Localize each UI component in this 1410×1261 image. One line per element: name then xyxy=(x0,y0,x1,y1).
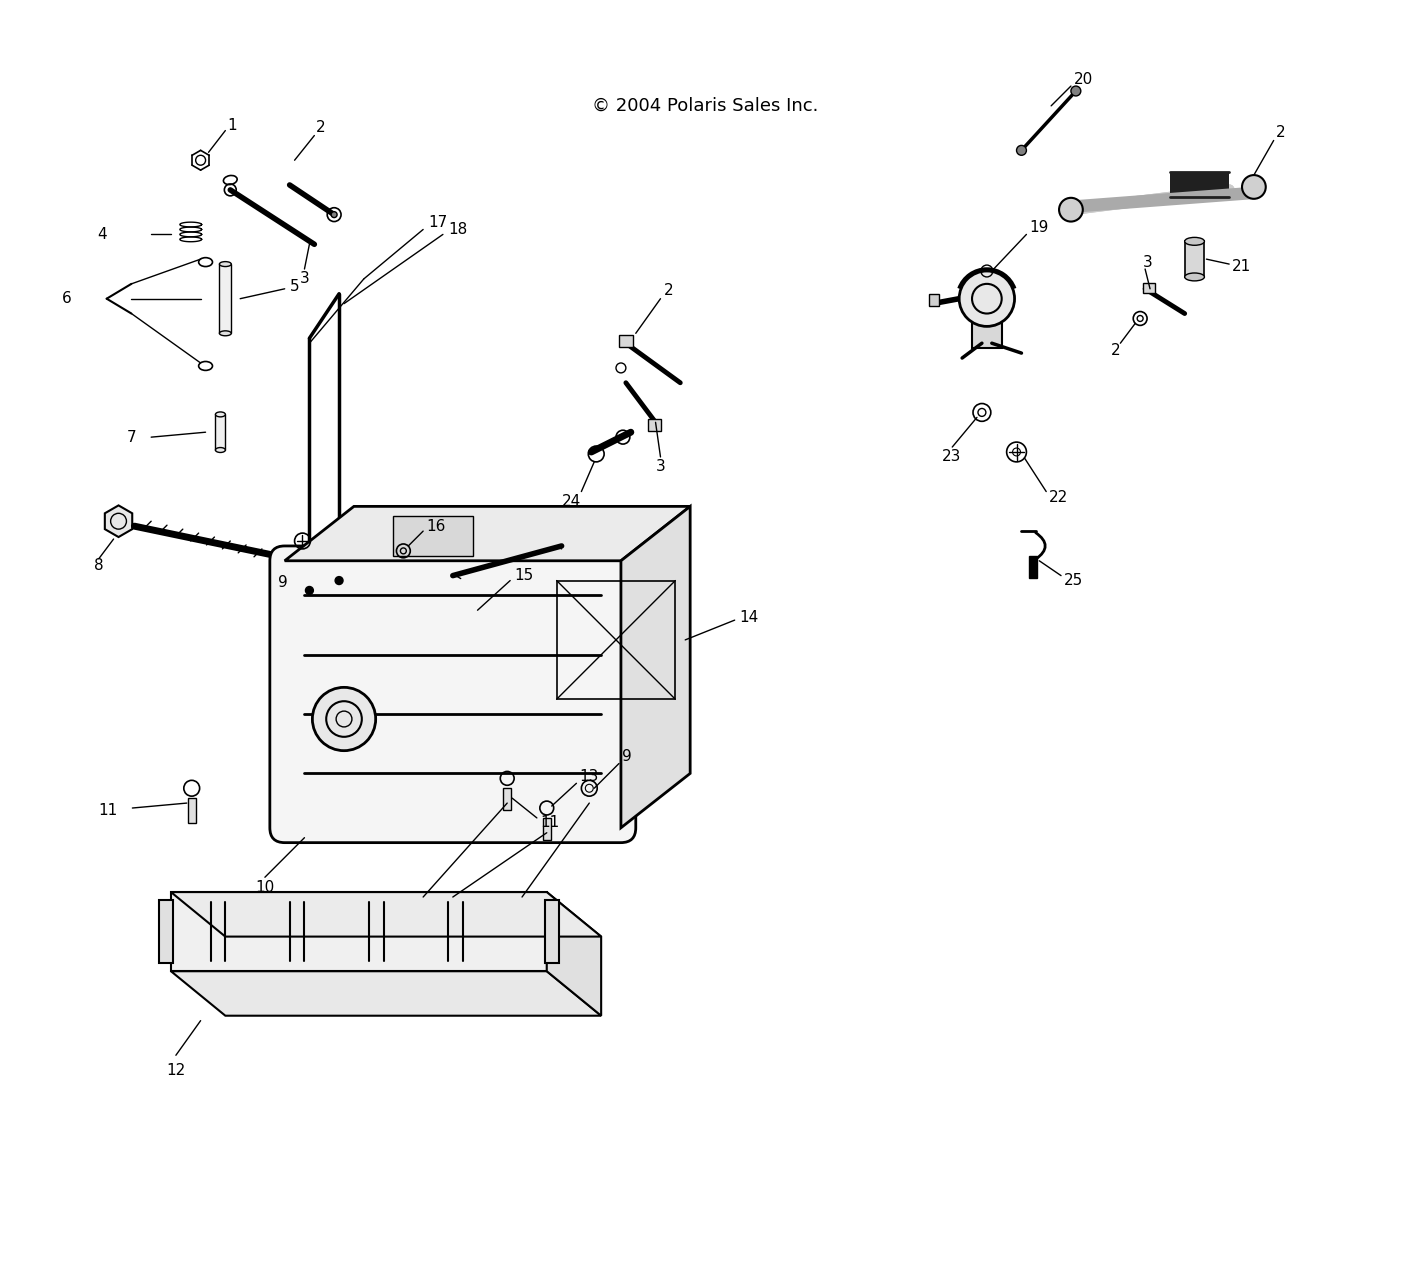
Ellipse shape xyxy=(216,412,226,417)
Text: 21: 21 xyxy=(1232,259,1252,274)
Text: 2: 2 xyxy=(316,120,326,135)
Text: 15: 15 xyxy=(515,569,533,583)
Text: 2: 2 xyxy=(664,284,673,299)
Polygon shape xyxy=(547,892,601,1015)
Bar xyxy=(1170,171,1230,197)
Text: 16: 16 xyxy=(426,518,446,533)
Bar xyxy=(159,900,173,963)
Ellipse shape xyxy=(220,261,231,266)
Text: 1: 1 xyxy=(227,119,237,134)
Circle shape xyxy=(1059,198,1083,222)
Text: 20: 20 xyxy=(1074,72,1093,87)
Polygon shape xyxy=(171,892,601,937)
Text: 2: 2 xyxy=(1111,343,1120,358)
Ellipse shape xyxy=(1184,237,1204,246)
Polygon shape xyxy=(104,506,133,537)
Text: 3: 3 xyxy=(299,271,309,286)
Text: 5: 5 xyxy=(289,280,299,294)
Circle shape xyxy=(336,576,343,585)
Text: 13: 13 xyxy=(580,769,599,784)
Text: 7: 7 xyxy=(127,430,137,445)
Bar xyxy=(1029,556,1038,578)
Text: 24: 24 xyxy=(561,494,581,509)
Text: 9: 9 xyxy=(622,749,632,764)
Bar xyxy=(216,415,226,450)
Circle shape xyxy=(306,586,313,594)
Bar xyxy=(188,798,196,823)
Circle shape xyxy=(959,271,1015,327)
Text: 3: 3 xyxy=(656,459,666,474)
Text: 23: 23 xyxy=(942,449,962,464)
Circle shape xyxy=(1017,145,1026,155)
Text: 25: 25 xyxy=(1065,572,1083,588)
Text: 9: 9 xyxy=(278,575,288,590)
Text: 11: 11 xyxy=(99,803,117,818)
FancyBboxPatch shape xyxy=(269,546,636,842)
Ellipse shape xyxy=(216,448,226,453)
Bar xyxy=(503,788,512,810)
Bar xyxy=(393,516,472,556)
Text: 22: 22 xyxy=(1049,491,1069,504)
Text: © 2004 Polaris Sales Inc.: © 2004 Polaris Sales Inc. xyxy=(592,97,818,115)
Bar xyxy=(619,335,633,347)
Circle shape xyxy=(331,212,337,218)
Circle shape xyxy=(1072,86,1081,96)
Bar xyxy=(171,892,547,971)
Bar xyxy=(543,818,551,840)
Text: 3: 3 xyxy=(1144,255,1153,270)
Bar xyxy=(1144,282,1155,293)
Ellipse shape xyxy=(220,330,231,335)
Bar xyxy=(971,319,1001,348)
Bar xyxy=(220,264,231,333)
Text: 4: 4 xyxy=(97,227,107,242)
Ellipse shape xyxy=(1184,272,1204,281)
Text: 11: 11 xyxy=(540,816,560,830)
Text: 12: 12 xyxy=(166,1063,185,1078)
Circle shape xyxy=(1242,175,1266,199)
Bar xyxy=(557,580,675,700)
Text: 14: 14 xyxy=(740,609,759,624)
Bar xyxy=(929,294,939,305)
Text: 2: 2 xyxy=(1276,125,1286,140)
Text: 19: 19 xyxy=(1029,219,1049,235)
Text: 17: 17 xyxy=(429,216,447,230)
Bar xyxy=(544,900,558,963)
Text: 6: 6 xyxy=(62,291,72,306)
Polygon shape xyxy=(285,507,689,561)
Text: 10: 10 xyxy=(255,880,275,894)
Text: 8: 8 xyxy=(94,559,103,574)
Circle shape xyxy=(313,687,375,750)
Bar xyxy=(647,420,661,431)
Bar xyxy=(1184,241,1204,277)
Polygon shape xyxy=(620,507,689,827)
Polygon shape xyxy=(171,971,601,1015)
Text: 18: 18 xyxy=(448,222,467,237)
